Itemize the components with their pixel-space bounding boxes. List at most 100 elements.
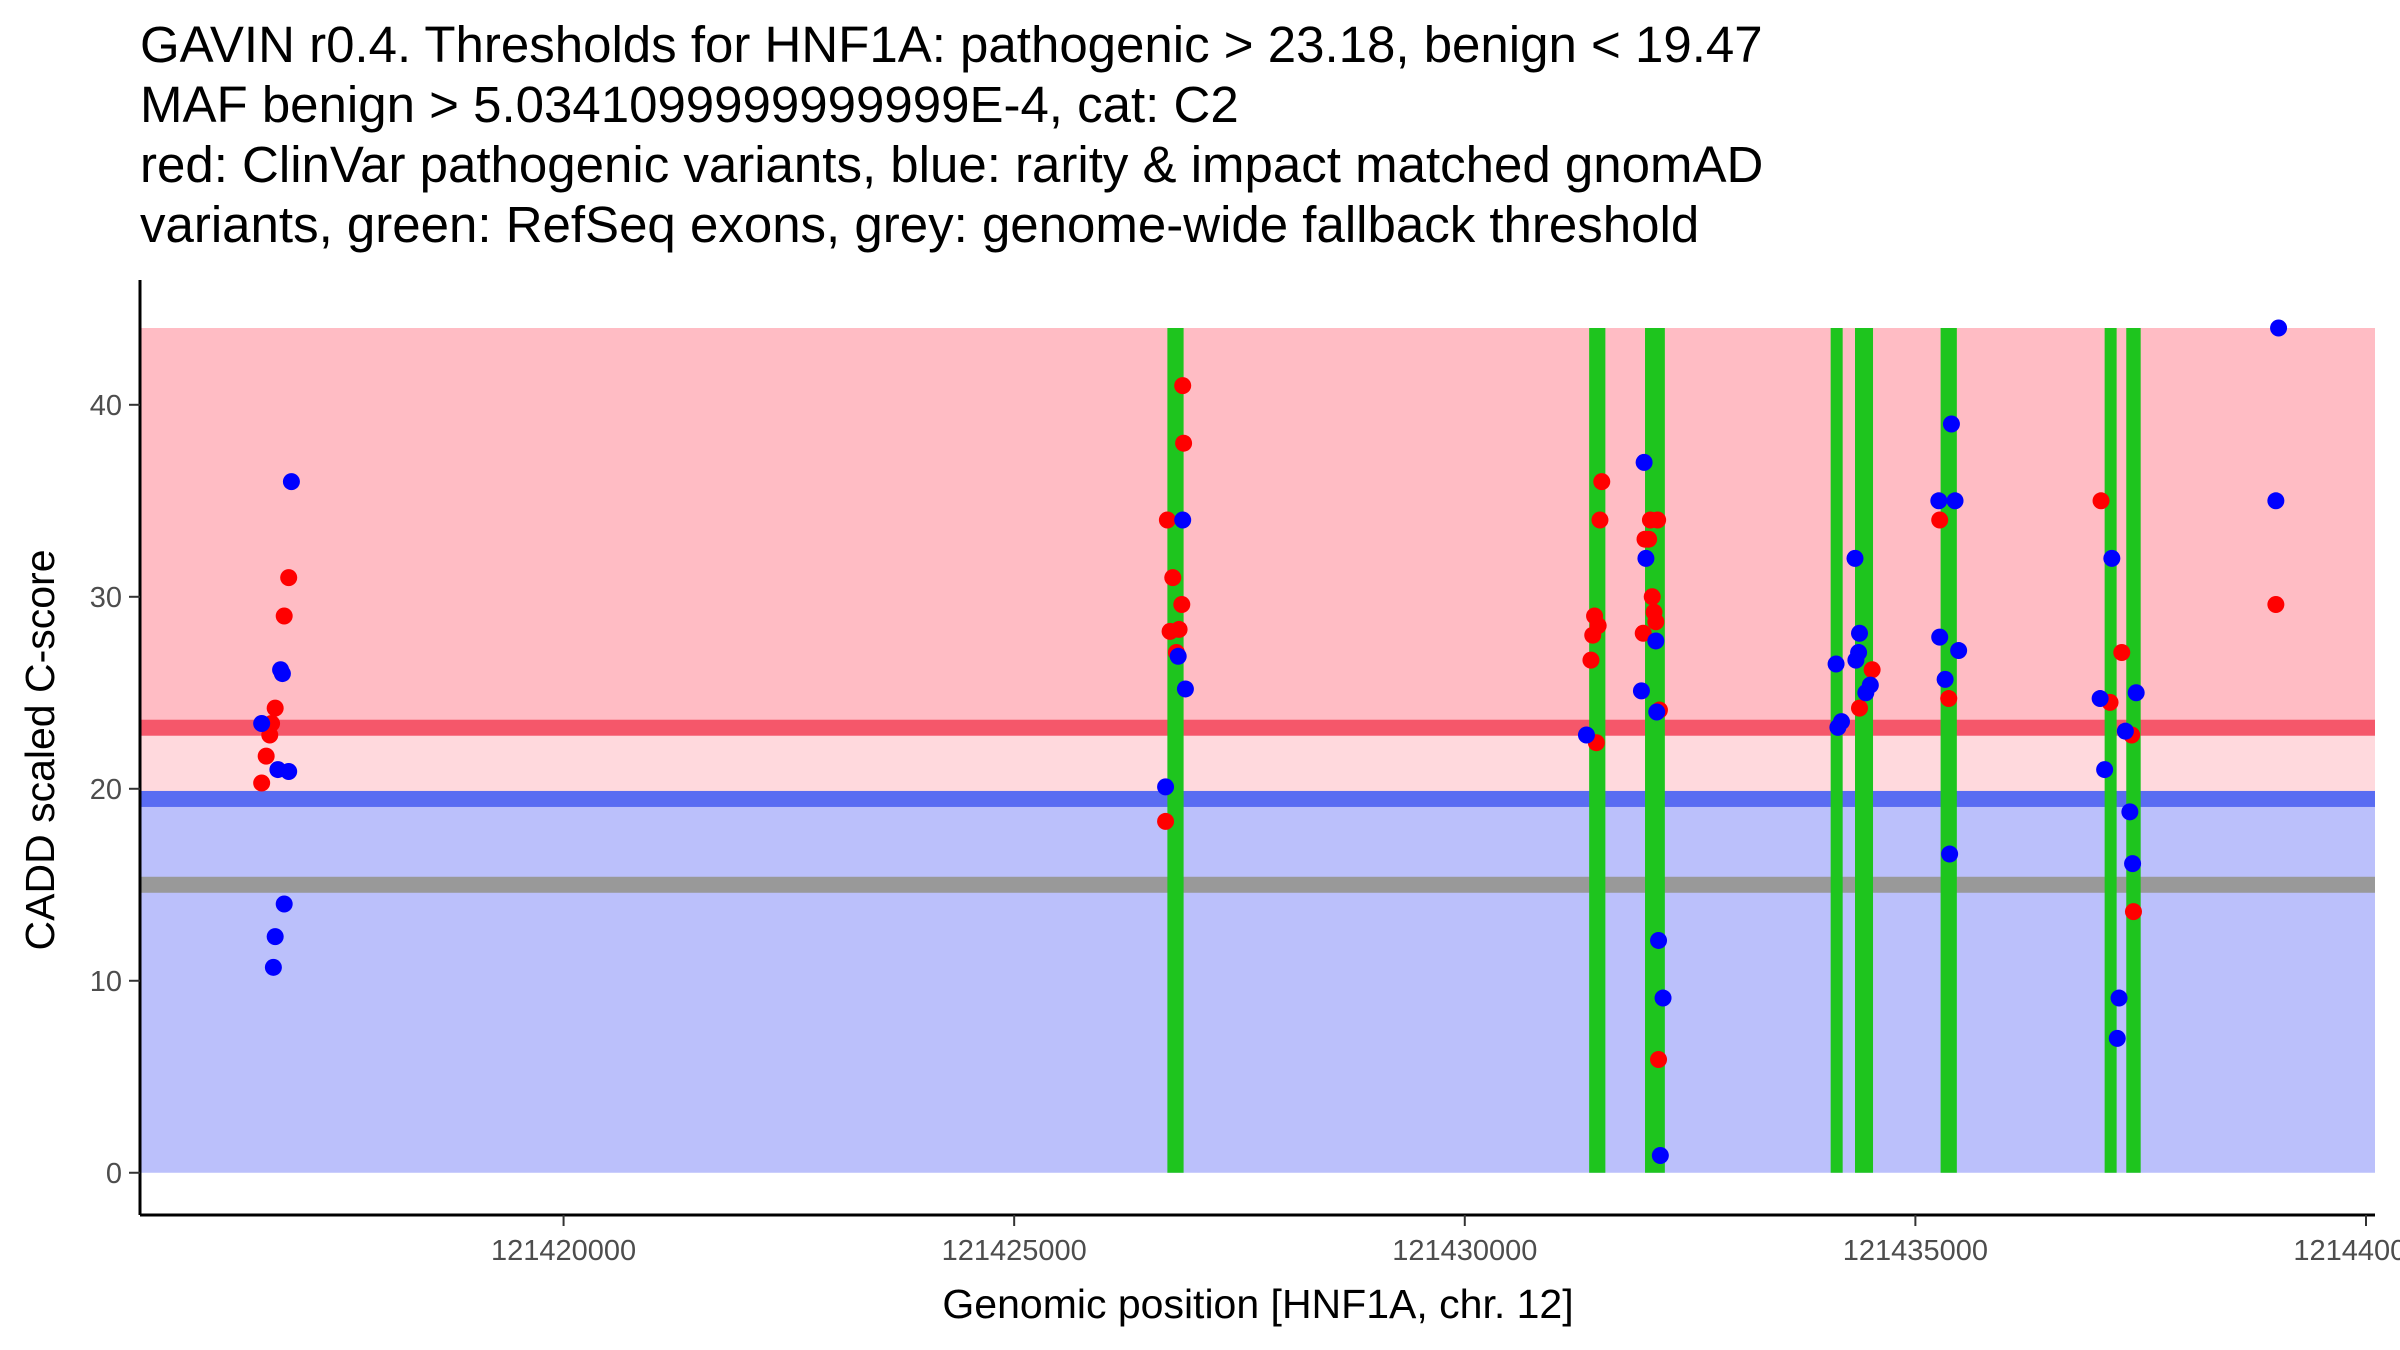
y-tick-label: 40: [90, 390, 122, 422]
variant-point: [1647, 613, 1665, 631]
variant-point: [1593, 473, 1611, 491]
variant-point: [1941, 845, 1959, 863]
variant-point: [282, 473, 300, 491]
title-line-2: MAF benign > 5.0341099999999999E-4, cat:…: [140, 76, 1239, 133]
y-tick-label: 0: [106, 1158, 122, 1190]
variant-point: [1577, 726, 1595, 744]
variant-point: [1643, 588, 1661, 606]
variant-point: [275, 895, 293, 913]
variant-point: [1174, 377, 1192, 395]
variant-point: [1637, 549, 1655, 567]
x-tick-label: 121425000: [942, 1235, 1087, 1267]
variant-point: [1648, 703, 1666, 721]
variant-point: [1649, 511, 1667, 529]
exon-bar: [1940, 327, 1957, 1173]
threshold-lines: [140, 719, 2375, 893]
variant-point: [2108, 1029, 2126, 1047]
y-tick-label: 20: [90, 774, 122, 806]
x-tick-label: 121440000: [2293, 1235, 2400, 1267]
exon-bar: [1855, 327, 1874, 1173]
variant-point: [1157, 812, 1175, 830]
variant-point: [1176, 680, 1194, 698]
title-line-3: red: ClinVar pathogenic variants, blue: …: [140, 136, 1763, 193]
variant-point: [280, 762, 298, 780]
variant-point: [266, 928, 284, 946]
x-axis-title: Genomic position [HNF1A, chr. 12]: [942, 1281, 1573, 1327]
variant-point: [1950, 642, 1968, 660]
variant-point: [1863, 661, 1881, 679]
variant-point: [2103, 549, 2121, 567]
variant-point: [1632, 682, 1650, 700]
variant-point: [1591, 511, 1609, 529]
variant-point: [253, 715, 271, 733]
variant-point: [1640, 530, 1658, 548]
variant-point: [1634, 624, 1652, 642]
variant-point: [280, 569, 298, 587]
pathogenic-zone: [140, 327, 2375, 728]
variant-point: [1174, 511, 1192, 529]
variant-point: [1931, 628, 1949, 646]
variant-point: [2096, 761, 2114, 779]
variant-point: [1169, 647, 1187, 665]
variant-point: [253, 774, 271, 792]
variant-point: [2124, 903, 2142, 921]
variant-point: [2092, 492, 2110, 510]
variant-point: [1164, 569, 1182, 587]
variant-point: [1582, 651, 1600, 669]
variant-point: [2124, 855, 2142, 873]
variant-point: [266, 699, 284, 717]
variant-point: [275, 607, 293, 625]
exon-bar: [1167, 327, 1184, 1173]
variant-point: [1173, 595, 1191, 613]
exon-bar: [2126, 327, 2141, 1173]
variant-point: [1635, 453, 1653, 471]
variant-point: [1930, 492, 1948, 510]
variant-point: [2267, 595, 2285, 613]
variant-point: [257, 747, 275, 765]
exon-bars: [1167, 327, 2141, 1173]
y-tick-label: 10: [90, 966, 122, 998]
variant-point: [1851, 624, 1869, 642]
axes: [138, 280, 2375, 1217]
x-tick-label: 121420000: [491, 1235, 636, 1267]
score-regions: [140, 327, 2375, 1173]
y-axis-title: CADD scaled C-score: [17, 550, 63, 951]
x-tick-label: 121435000: [1843, 1235, 1988, 1267]
variant-point: [1861, 676, 1879, 694]
intermediate-zone: [140, 727, 2375, 799]
x-tick-label: 121430000: [1392, 1235, 1537, 1267]
variant-point: [1647, 632, 1665, 650]
variant-point: [1650, 931, 1668, 949]
pathogenic-threshold-line: [140, 719, 2375, 736]
variant-point: [1931, 511, 1949, 529]
variant-point: [1942, 415, 1960, 433]
variant-point: [1589, 617, 1607, 635]
variant-point: [1650, 1050, 1668, 1068]
exon-bar: [1830, 327, 1843, 1173]
variant-point: [1654, 989, 1672, 1007]
exon-bar: [2104, 327, 2117, 1173]
variant-point: [1157, 778, 1175, 796]
y-axis-ticks: 0 10 20 30 40: [90, 390, 140, 1190]
variant-point: [2110, 989, 2128, 1007]
variant-point: [2127, 684, 2145, 702]
variant-point: [1946, 492, 1964, 510]
title-line-1: GAVIN r0.4. Thresholds for HNF1A: pathog…: [140, 16, 1763, 73]
benign-threshold-line: [140, 790, 2375, 807]
variant-point: [2091, 690, 2109, 708]
variant-point: [1850, 643, 1868, 661]
variant-point: [264, 958, 282, 976]
variant-point: [1851, 699, 1869, 717]
x-axis-ticks: 121420000 121425000 121430000 121435000 1214…: [491, 1215, 2400, 1267]
variant-point: [1827, 655, 1845, 673]
variant-point: [1170, 620, 1188, 638]
variant-point: [2116, 722, 2134, 740]
y-tick-label: 30: [90, 582, 122, 614]
variant-point: [1846, 549, 1864, 567]
chart-title: GAVIN r0.4. Thresholds for HNF1A: pathog…: [140, 16, 1763, 253]
variant-point: [1940, 690, 1958, 708]
variant-point: [1158, 511, 1176, 529]
title-line-4: variants, green: RefSeq exons, grey: gen…: [140, 196, 1699, 253]
variant-point: [2270, 319, 2288, 337]
fallback-threshold-line: [140, 876, 2375, 893]
